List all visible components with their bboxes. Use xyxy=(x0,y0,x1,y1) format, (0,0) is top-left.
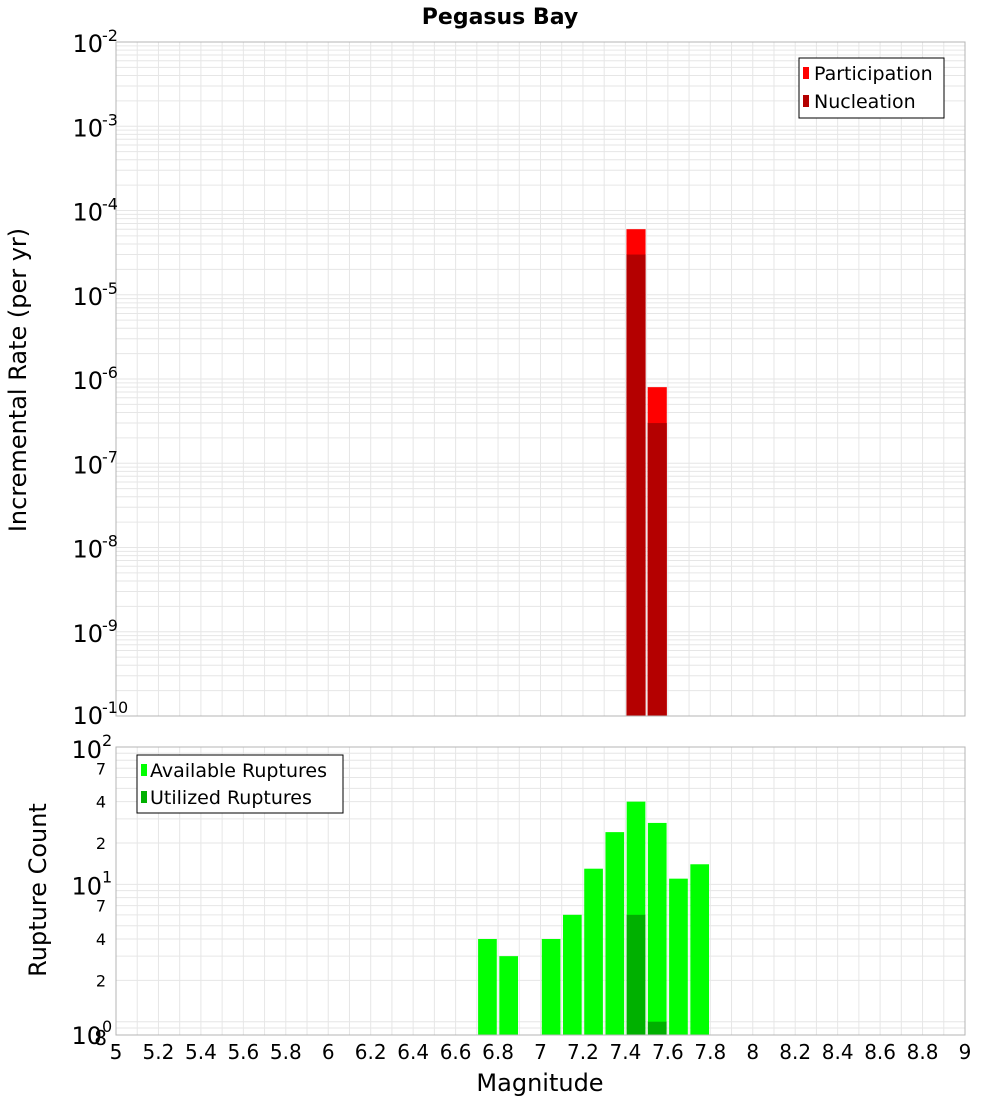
top-y-tick-exponent: -10 xyxy=(102,698,128,717)
top-y-tick-exponent: -5 xyxy=(102,279,118,298)
available-ruptures-bar xyxy=(647,822,667,1035)
bottom-x-tick-label: 6 xyxy=(322,1040,335,1064)
bottom-y-decade-label: 10 xyxy=(71,872,102,900)
chart-title: Pegasus Bay xyxy=(422,5,578,30)
top-y-axis-label: Incremental Rate (per yr) xyxy=(4,228,32,532)
available-ruptures-bar xyxy=(690,864,710,1035)
bottom-x-tick-label: 5.4 xyxy=(185,1040,217,1064)
available-ruptures-bar xyxy=(584,868,603,1035)
bottom-x-tick-label: 5.6 xyxy=(227,1040,259,1064)
top-legend-box xyxy=(798,57,945,119)
available-ruptures-bar xyxy=(669,878,688,1035)
bottom-y-tick-label: 4 xyxy=(96,793,106,812)
legend-nucleation-label: Nucleation xyxy=(814,91,916,113)
top-y-tick-label: 10 xyxy=(72,702,103,730)
available-ruptures-bar xyxy=(541,939,561,1035)
bottom-x-tick-label: 7.4 xyxy=(609,1040,641,1064)
top-y-tick-exponent: -6 xyxy=(102,363,118,382)
legend-participation-swatch xyxy=(803,67,809,79)
bottom-y-decade-label: 10 xyxy=(71,1022,102,1050)
top-y-tick-label: 10 xyxy=(72,536,103,564)
available-ruptures-bar xyxy=(605,832,625,1035)
top-y-tick-exponent: -4 xyxy=(102,195,118,214)
top-y-tick-label: 10 xyxy=(72,283,103,311)
bottom-x-tick-label: 7 xyxy=(534,1040,547,1064)
top-y-tick-label: 10 xyxy=(72,620,103,648)
bottom-bars xyxy=(478,801,710,1035)
available-ruptures-bar xyxy=(562,914,582,1035)
legend-utilized-swatch xyxy=(141,791,147,803)
top-grid xyxy=(115,42,966,717)
legend-utilized-label: Utilized Ruptures xyxy=(150,787,312,809)
bottom-x-tick-label: 8.4 xyxy=(822,1040,854,1064)
bottom-y-tick-label: 4 xyxy=(96,930,106,949)
bottom-y-tick-label: 7 xyxy=(96,759,106,778)
top-y-tick-exponent: -8 xyxy=(102,532,118,551)
bottom-y-decade-exponent: 0 xyxy=(102,1017,112,1036)
top-y-tick-label: 10 xyxy=(72,30,103,58)
bottom-x-tick-label: 5 xyxy=(110,1040,123,1064)
bottom-x-tick-label: 8.8 xyxy=(907,1040,939,1064)
bottom-x-tick-label: 5.2 xyxy=(143,1040,175,1064)
bottom-y-tick-label: 8 xyxy=(94,1026,107,1050)
top-bars xyxy=(626,229,667,717)
available-ruptures-bar xyxy=(499,956,519,1035)
top-y-tick-label: 10 xyxy=(72,451,103,479)
utilized-ruptures-bar xyxy=(647,1021,667,1035)
top-legend: Participation Nucleation xyxy=(798,57,945,119)
top-y-tick-exponent: -3 xyxy=(102,110,118,129)
nucleation-bar xyxy=(647,423,667,716)
legend-available-swatch xyxy=(141,764,147,776)
top-y-tick-label: 10 xyxy=(72,367,103,395)
bottom-x-tick-label: 6.2 xyxy=(355,1040,387,1064)
bottom-y-decade-exponent: 2 xyxy=(102,731,112,750)
top-y-tick-exponent: -7 xyxy=(102,447,118,466)
top-y-tick-label: 10 xyxy=(72,114,103,142)
bottom-y-tick-label: 7 xyxy=(96,897,106,916)
utilized-ruptures-bar xyxy=(626,914,646,1035)
bottom-x-tick-label: 6.6 xyxy=(440,1040,472,1064)
bottom-x-tick-label: 9 xyxy=(959,1040,972,1064)
bottom-frame xyxy=(115,746,966,1036)
bottom-y-axis-label: Rupture Count xyxy=(24,803,52,977)
bottom-x-tick-label: 7.6 xyxy=(652,1040,684,1064)
bottom-y-tick-label: 2 xyxy=(96,971,106,990)
bottom-x-tick-label: 7.8 xyxy=(694,1040,726,1064)
bottom-x-tick-label: 8.6 xyxy=(864,1040,896,1064)
bottom-y-tick-label: 2 xyxy=(96,834,106,853)
bottom-y-decade-exponent: 1 xyxy=(102,867,112,886)
available-ruptures-bar xyxy=(478,939,497,1035)
bottom-x-tick-label: 5.8 xyxy=(270,1040,302,1064)
bottom-x-tick-label: 6.8 xyxy=(482,1040,514,1064)
top-y-tick-exponent: -2 xyxy=(102,26,118,45)
bottom-legend: Available Ruptures Utilized Ruptures xyxy=(136,754,344,814)
bottom-x-tick-label: 8.2 xyxy=(779,1040,811,1064)
top-y-tick-exponent: -9 xyxy=(102,616,118,635)
nucleation-bar xyxy=(626,254,646,716)
legend-available-label: Available Ruptures xyxy=(150,760,327,782)
legend-nucleation-swatch xyxy=(803,95,809,107)
top-frame xyxy=(115,41,966,717)
top-y-tick-label: 10 xyxy=(72,199,103,227)
bottom-x-tick-label: 6.4 xyxy=(397,1040,429,1064)
bottom-x-tick-label: 8 xyxy=(746,1040,759,1064)
bottom-y-decade-label: 10 xyxy=(71,736,102,764)
bottom-x-tick-labels: 5 5.2 5.4 5.6 5.8 6 6.2 6.4 6.6 6.8 7 7.2 7.4 7.6 7.8 8… xyxy=(110,1040,972,1064)
bottom-x-axis-label: Magnitude xyxy=(476,1069,603,1097)
bottom-x-tick-label: 7.2 xyxy=(567,1040,599,1064)
bottom-legend-box xyxy=(136,754,344,814)
legend-participation-label: Participation xyxy=(814,63,933,85)
